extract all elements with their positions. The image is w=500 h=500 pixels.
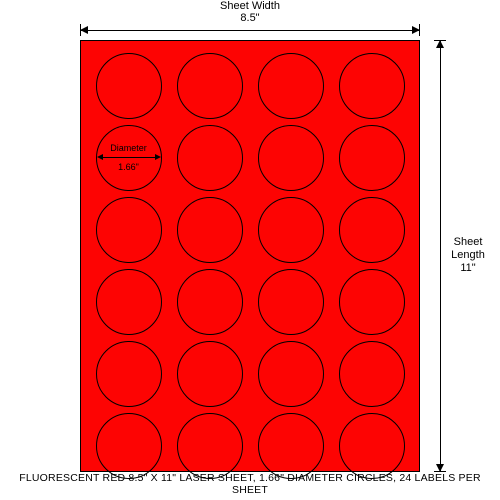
sheet-width-dimension: Sheet Width 8.5": [80, 0, 420, 30]
label-circle: [177, 341, 243, 407]
label-circle: [258, 53, 324, 119]
label-circle: [96, 269, 162, 335]
label-circle: [258, 125, 324, 191]
label-circle: [339, 413, 405, 479]
label-circle: [96, 197, 162, 263]
diameter-arrow: [97, 154, 161, 162]
label-circle: [177, 269, 243, 335]
label-circle: [258, 413, 324, 479]
arrowhead-right-icon: [155, 154, 161, 160]
vline: [440, 40, 441, 472]
tick-right: [419, 24, 420, 36]
sheet-length-arrow: [436, 40, 446, 472]
label-circle: [339, 341, 405, 407]
label-circle: Diameter 1.66": [96, 125, 162, 191]
sheet-length-dimension: Sheet Length 11": [436, 40, 486, 472]
sheet-length-labels: Sheet Length 11": [448, 236, 488, 276]
label-circle: [258, 269, 324, 335]
label-sheet: Diameter 1.66": [80, 40, 420, 472]
label-circle: [177, 413, 243, 479]
sheet-length-label-2: Length: [448, 249, 488, 262]
sheet-width-arrow: [80, 26, 420, 36]
label-circle: [177, 125, 243, 191]
label-circle: [96, 341, 162, 407]
label-circle: [258, 341, 324, 407]
dhline: [100, 157, 158, 158]
caption: FLUORESCENT RED 8.5" X 11" LASER SHEET, …: [0, 472, 500, 496]
sheet-width-label: Sheet Width: [80, 0, 420, 12]
label-circle: [258, 197, 324, 263]
label-circle: [96, 53, 162, 119]
sheet-width-labels: Sheet Width 8.5": [80, 0, 420, 24]
label-circle: [339, 125, 405, 191]
diameter-value: 1.66": [118, 163, 139, 172]
diagram-container: Sheet Width 8.5" Sheet Length 11" Diamet…: [0, 0, 500, 500]
label-circle: [339, 197, 405, 263]
label-circle: [96, 413, 162, 479]
hline: [80, 30, 420, 31]
label-circle: [339, 53, 405, 119]
label-circle: [177, 53, 243, 119]
sheet-length-value: 11": [448, 263, 488, 276]
circle-grid: Diameter 1.66": [81, 41, 419, 471]
sheet-length-label-1: Sheet: [448, 236, 488, 249]
label-circle: [177, 197, 243, 263]
diameter-label: Diameter: [110, 144, 147, 153]
sheet-width-value: 8.5": [80, 12, 420, 24]
label-circle: [339, 269, 405, 335]
diameter-callout: Diameter 1.66": [97, 126, 161, 190]
